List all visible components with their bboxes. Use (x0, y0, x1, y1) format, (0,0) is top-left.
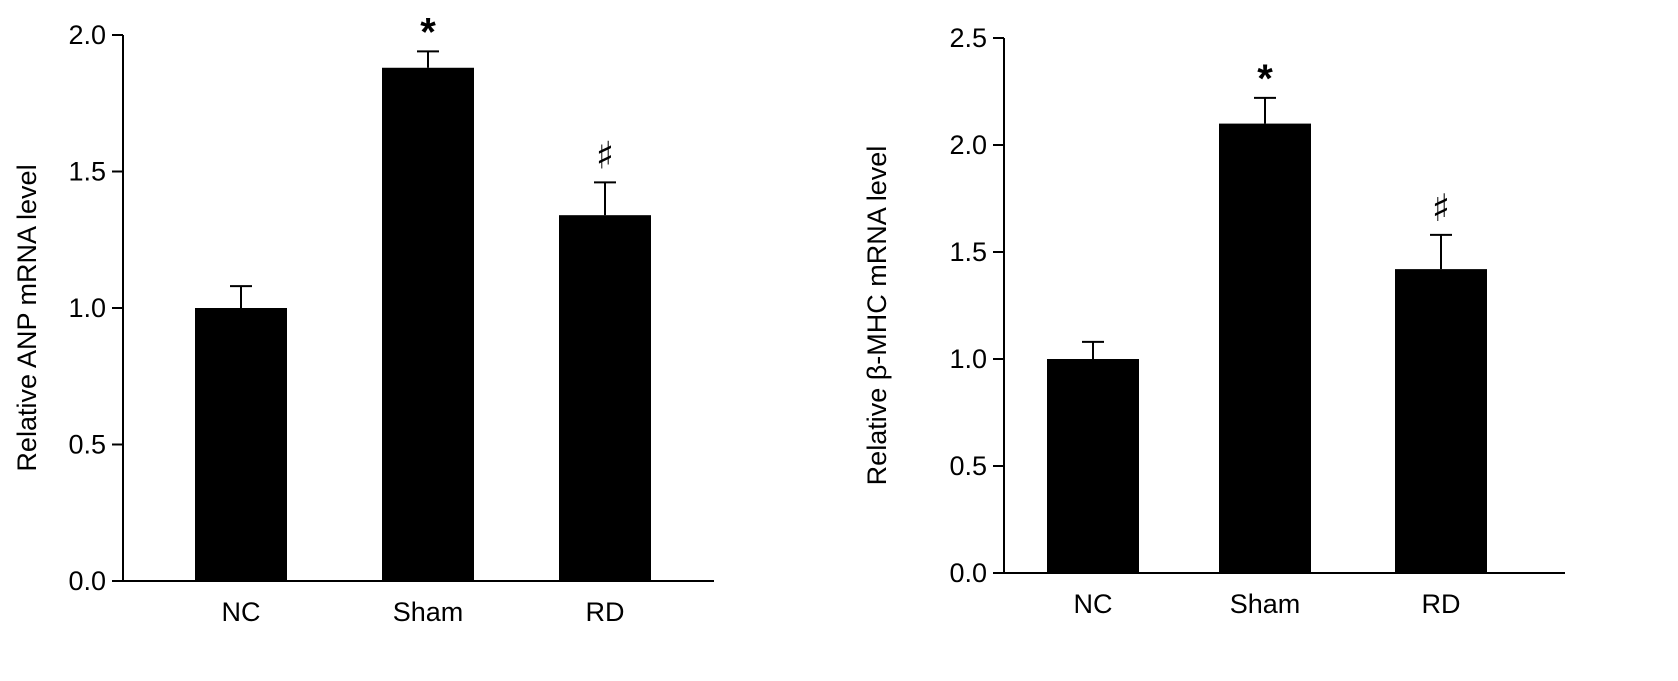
bar-rd (1395, 269, 1487, 573)
significance-marker-sham: * (420, 10, 436, 54)
y-tick-label: 0.0 (949, 558, 987, 588)
y-tick-label: 1.5 (68, 157, 106, 187)
chart-anp: NC * Sham ♯ RD 0.0 0.5 1.0 1.5 2.0 Relative ANP mR… (12, 10, 714, 627)
x-tick-label-nc: NC (222, 597, 261, 627)
bar-sham (1219, 123, 1311, 573)
x-tick-label-nc: NC (1074, 589, 1113, 619)
y-tick-label: 2.0 (68, 20, 106, 50)
y-axis-title: Relative β-MHC mRNA level (862, 146, 892, 486)
x-tick-label-rd: RD (586, 597, 625, 627)
x-tick-label-sham: Sham (393, 597, 464, 627)
significance-marker-rd: ♯ (1432, 186, 1450, 230)
x-tick-label-sham: Sham (1230, 589, 1301, 619)
bar-sham (382, 67, 474, 581)
y-tick-label: 1.5 (949, 237, 987, 267)
y-tick-label: 0.5 (68, 430, 106, 460)
y-axis-title: Relative ANP mRNA level (12, 164, 42, 471)
bar-rd (559, 215, 651, 581)
bar-nc (195, 308, 287, 581)
significance-marker-sham: * (1257, 57, 1273, 101)
x-tick-label-rd: RD (1422, 589, 1461, 619)
y-tick-label: 0.5 (949, 451, 987, 481)
y-tick-label: 2.5 (949, 23, 987, 53)
y-tick-label: 0.0 (68, 566, 106, 596)
bar-nc (1047, 359, 1139, 573)
y-tick-label: 2.0 (949, 130, 987, 160)
significance-marker-rd: ♯ (596, 133, 614, 177)
chart-beta-mhc: NC * Sham ♯ RD 0.0 0.5 1.0 1.5 2.0 2.5 Relative β-M… (862, 23, 1565, 619)
y-tick-label: 1.0 (68, 293, 106, 323)
y-tick-label: 1.0 (949, 344, 987, 374)
